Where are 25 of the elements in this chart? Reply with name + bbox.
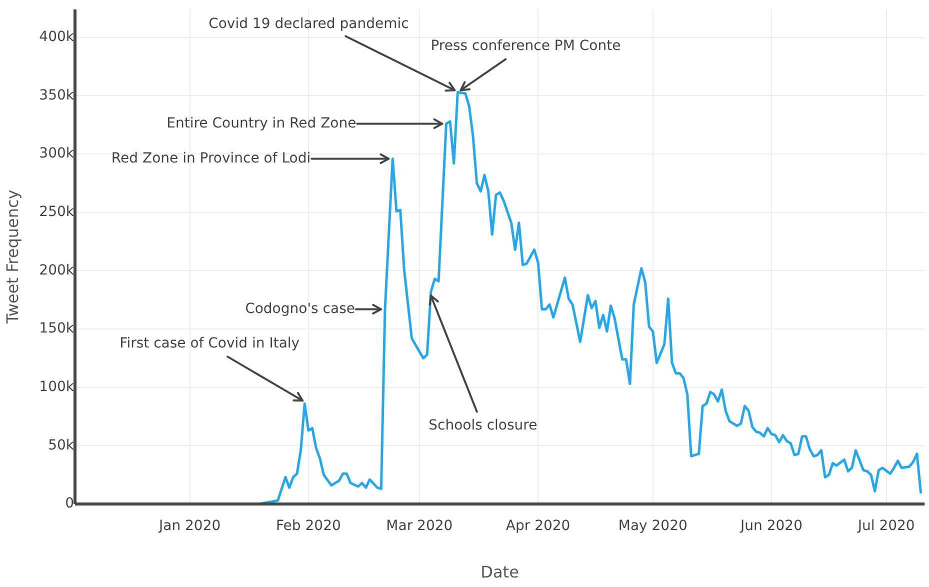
y-tick-label: 100k (39, 378, 75, 395)
annotation: First case of Covid in Italy (120, 335, 300, 352)
y-tick-label: 300k (39, 146, 75, 162)
annotation: Codogno's case (245, 300, 355, 317)
x-tick-label: May 2020 (618, 518, 688, 534)
y-tick-label: 350k (39, 87, 75, 104)
y-tick-label: 150k (39, 320, 75, 337)
annotation: Red Zone in Province of Lodi (111, 150, 311, 166)
y-tick-label: 200k (39, 262, 75, 278)
y-axis-title: Tweet Frequency (2, 190, 22, 325)
x-tick-label: Apr 2020 (506, 518, 570, 534)
annotation: Press conference PM Conte (430, 38, 621, 54)
annotation: Entire Country in Red Zone (166, 115, 356, 132)
x-tick-label: Jul 2020 (856, 518, 915, 534)
x-axis-title: Date (480, 562, 519, 582)
x-tick-label: Jan 2020 (158, 518, 221, 534)
annotation: Covid 19 declared pandemic (208, 16, 409, 32)
x-tick-label: Feb 2020 (276, 518, 341, 534)
y-tick-label: 250k (39, 204, 75, 220)
y-tick-label: 50k (48, 437, 75, 454)
y-tick-label: 0 (65, 496, 74, 512)
x-tick-label: Jun 2020 (740, 518, 803, 534)
annotation: Schools closure (428, 417, 538, 434)
y-tick-label: 400k (39, 29, 75, 46)
x-tick-label: Mar 2020 (386, 518, 453, 534)
